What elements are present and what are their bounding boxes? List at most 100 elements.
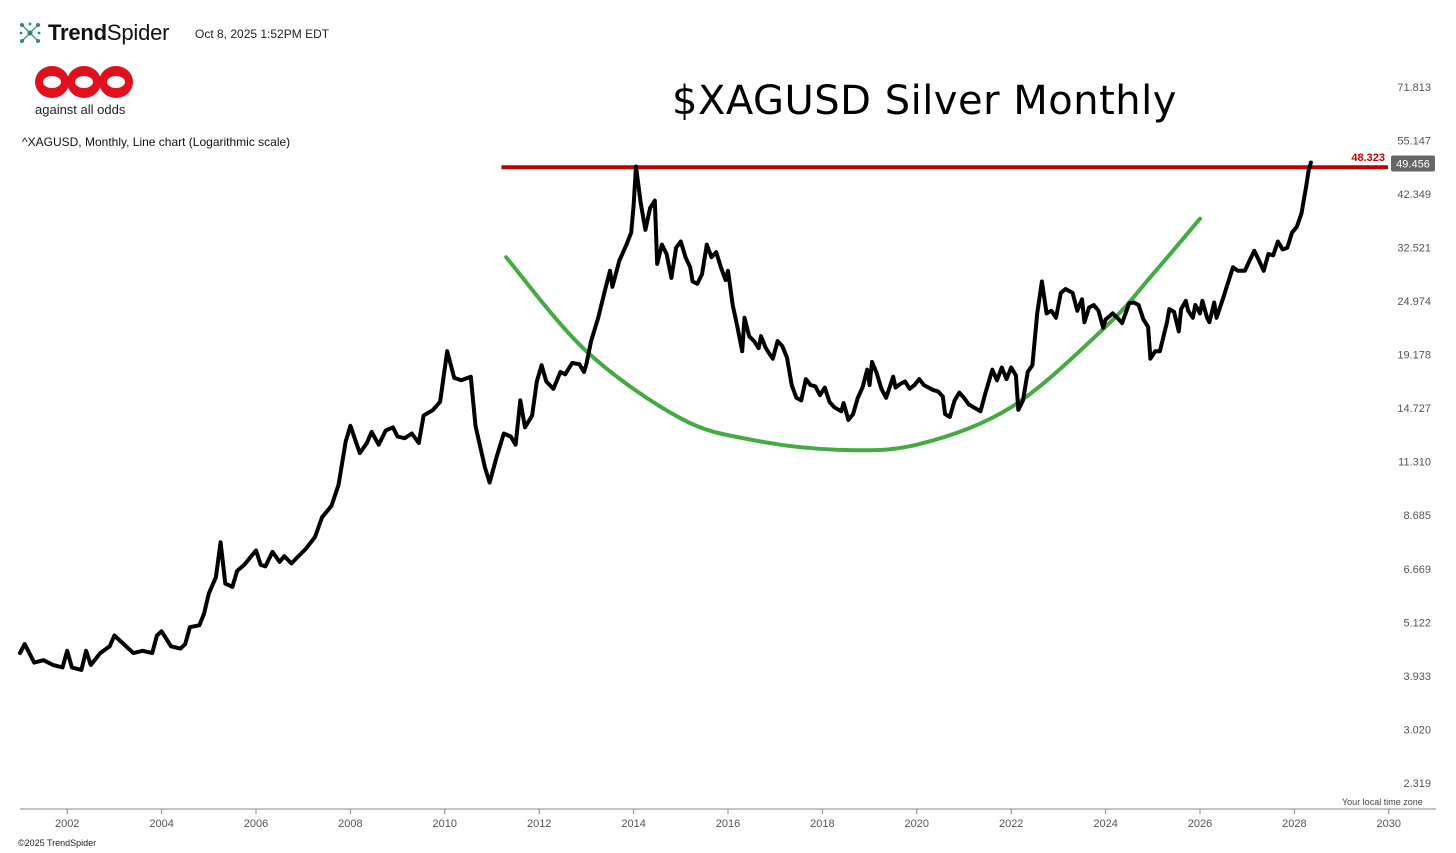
copyright: ©2025 TrendSpider [18,838,97,848]
price-point [1072,292,1074,294]
price-point [1201,300,1203,302]
price-point [1027,371,1029,373]
price-point [80,669,82,671]
price-point [689,266,691,268]
price-point [156,634,158,637]
price-point [283,555,285,557]
price-point [876,372,878,374]
x-tick-label: 2008 [338,818,362,830]
x-tick-label: 2020 [905,818,929,830]
price-point [170,645,172,647]
price-point [748,335,750,337]
price-point [590,340,592,342]
network-icon [19,22,41,43]
price-point [819,394,821,396]
price-point [758,347,760,349]
price-point [1055,317,1057,319]
price-point [979,410,982,412]
price-point [43,659,45,661]
price-point [583,371,585,373]
price-point [338,484,340,486]
price-point [359,452,361,454]
price-point [861,387,864,389]
price-point [715,251,717,253]
price-point [1001,366,1003,369]
price-point [706,244,708,246]
price-point [1187,310,1189,312]
price-point [791,384,793,386]
price-point [958,392,960,394]
price-point [1112,312,1114,314]
price-point [611,286,614,288]
price-point [243,564,245,566]
price-point [236,570,238,572]
price-point [1154,350,1156,352]
price-point [765,347,767,349]
price-point [1005,378,1008,380]
price-point [1022,399,1024,401]
price-point [1088,306,1090,309]
price-point [305,548,307,550]
price-point [810,384,812,386]
price-point [1206,317,1208,319]
price-point [847,419,850,421]
price-point [1308,170,1310,172]
price-point [99,652,101,654]
price-point [675,247,677,249]
y-tick-label: 11.310 [1398,457,1431,469]
price-point [71,666,73,669]
x-tick-label: 2026 [1188,818,1212,830]
price-point [753,340,755,342]
price-point [189,626,191,628]
chart-title: $XAGUSD Silver Monthly [672,78,1177,124]
price-point [984,393,986,395]
price-point [1208,321,1210,323]
price-point [928,387,930,389]
price-point [743,317,746,319]
price-point [1286,247,1288,249]
price-point [781,345,783,347]
price-point [1166,321,1168,323]
price-point [1097,310,1100,312]
price-point [404,437,406,439]
against-all-odds-logo [35,66,133,98]
price-point [661,244,663,246]
price-point [1050,310,1052,312]
price-point [571,362,573,364]
price-point [1036,312,1038,314]
price-point [1180,308,1182,310]
price-point [385,429,387,431]
x-tick-label: 2030 [1377,818,1401,830]
x-tick-label: 2022 [999,818,1023,830]
price-point [857,397,859,399]
price-point [852,413,854,415]
price-point [654,200,656,202]
price-point [24,643,26,645]
price-point [496,456,498,458]
price-point [1291,232,1293,234]
y-tick-label: 6.669 [1403,564,1431,576]
price-point [777,340,779,342]
price-point [1046,312,1048,314]
x-tick-label: 2006 [244,818,268,830]
price-point [725,279,727,281]
price-point [392,426,394,428]
price-point [61,666,64,669]
price-point [1185,300,1187,302]
logo-tagline: against all odds [35,102,126,117]
price-point [954,399,956,401]
price-point [701,273,703,275]
price-point [913,384,916,386]
price-point [880,388,883,390]
timezone-note: Your local time zone [1342,797,1423,807]
price-point [66,650,68,652]
price-point [1102,327,1104,329]
price-point [1272,254,1274,256]
price-point [474,425,477,427]
price-point [670,277,673,279]
price-point [1015,374,1017,377]
y-tick-label: 2.319 [1403,778,1431,790]
price-point [1199,312,1201,314]
price-point [710,256,713,258]
